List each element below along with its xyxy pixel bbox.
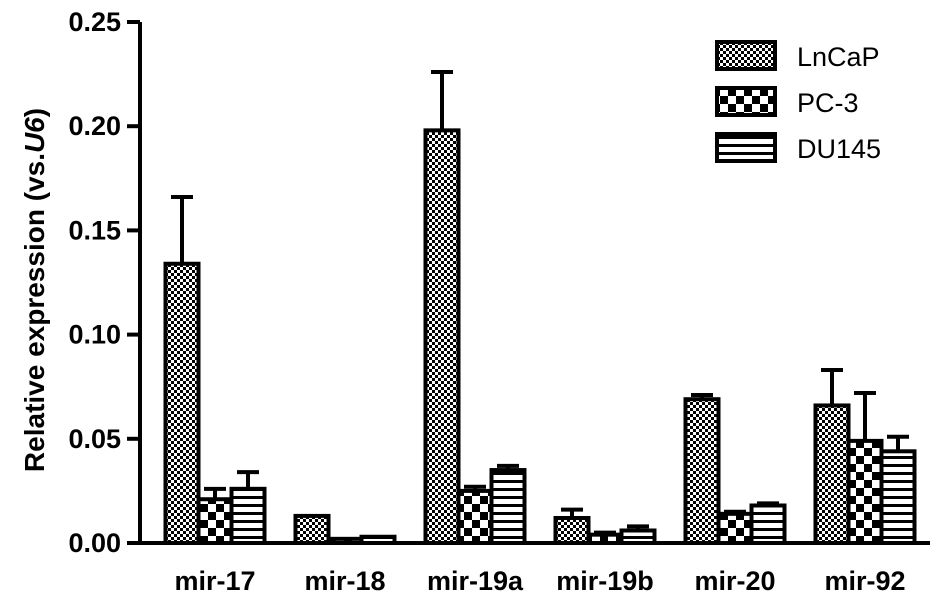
legend-label: DU145: [797, 134, 881, 164]
x-tick-label: mir-20: [694, 566, 775, 596]
legend-label: PC-3: [797, 88, 859, 118]
bar-du145-mir-17: [229, 486, 267, 546]
x-tick-label: mir-18: [304, 566, 385, 596]
bar-du145-mir-19a: [489, 468, 527, 545]
bar-pc-3-mir-92: [846, 438, 884, 545]
y-tick-label: 0.15: [68, 215, 121, 245]
axes: [138, 22, 930, 545]
bar-du145-mir-20: [749, 503, 787, 546]
y-axis-title: Relative expression (vs.U6): [19, 108, 50, 472]
legend-swatch-lncap: [715, 40, 777, 71]
y-axis-title-close: ): [19, 108, 50, 117]
legend-label: LnCaP: [797, 42, 880, 72]
legend-swatch-pc-3: [715, 86, 777, 117]
legend: LnCaP PC-3 DU145: [715, 40, 881, 164]
x-tick-label: mir-19b: [556, 566, 654, 596]
y-tick-label: 0.10: [68, 320, 121, 350]
bar-lncap-mir-18: [293, 513, 331, 546]
bar-pc-3-mir-20: [716, 511, 754, 545]
y-tick-label: 0.05: [68, 424, 121, 454]
y-tick-label: 0.00: [68, 528, 121, 558]
x-tick-label: mir-92: [824, 566, 905, 596]
x-axis-labels: mir-17 mir-18 mir-19a mir-19b mir-20 mir-92: [174, 566, 905, 596]
bar-du145-mir-92: [879, 449, 917, 545]
x-tick-label: mir-19a: [427, 566, 524, 596]
bar-lncap-mir-92: [813, 403, 851, 545]
bar-lncap-mir-19b: [553, 515, 591, 546]
y-axis-title-text: Relative expression (vs.: [19, 153, 50, 472]
y-axis-ticks: 0.00 0.05 0.10 0.15 0.20 0.25: [68, 7, 140, 558]
legend-swatch-du145: [715, 132, 777, 163]
x-tick-label: mir-17: [174, 566, 255, 596]
bar-lncap-mir-20: [683, 397, 721, 546]
bar-lncap-mir-19a: [423, 128, 461, 545]
y-axis-title-italic: U6: [19, 117, 50, 153]
svg-text:Relative expression (vs.U6): Relative expression (vs.U6): [19, 108, 50, 472]
bar-pc-3-mir-19a: [456, 488, 494, 545]
y-tick-label: 0.25: [68, 7, 121, 37]
bar-lncap-mir-17: [163, 261, 201, 545]
y-tick-label: 0.20: [68, 111, 121, 141]
bar-pc-3-mir-17: [196, 497, 234, 545]
